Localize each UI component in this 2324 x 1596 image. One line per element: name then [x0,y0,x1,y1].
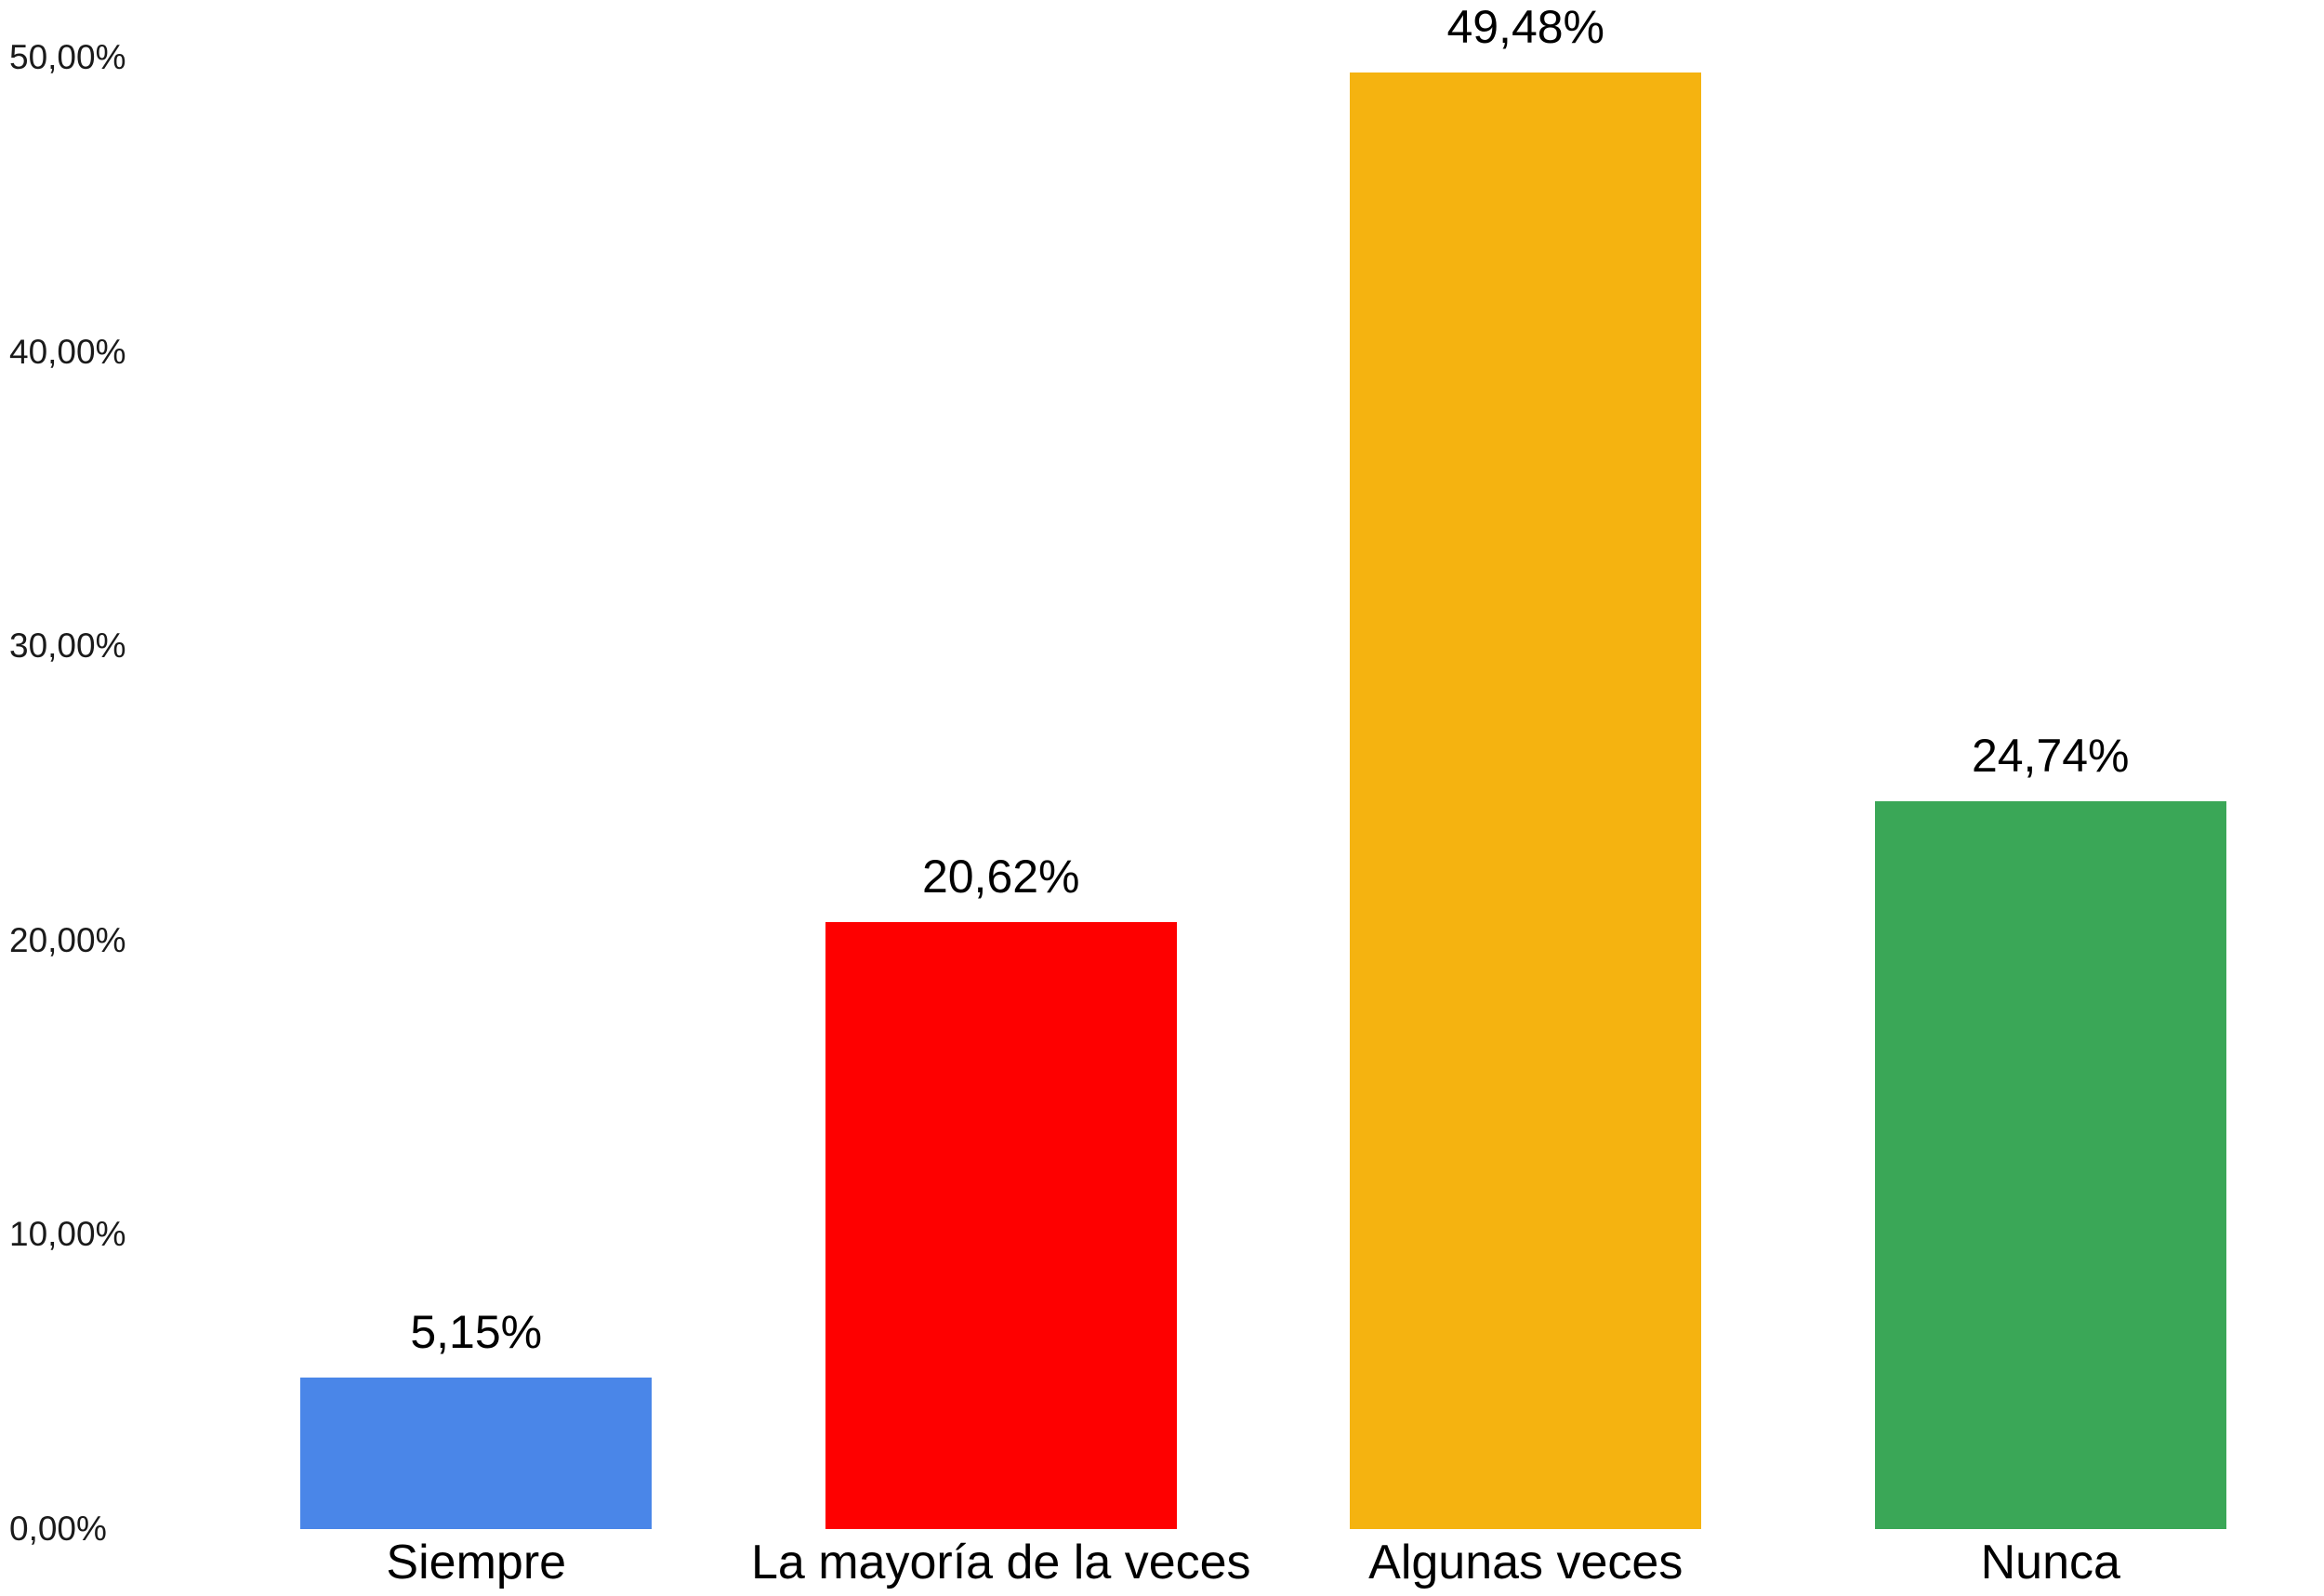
bar-value-label: 24,74% [1971,729,2130,782]
y-axis: 0,00% 10,00% 20,00% 30,00% 40,00% 50,00% [0,38,200,1548]
y-tick-label: 40,00% [9,332,126,371]
plot-area: 5,15% 20,62% 49,48% 24,74% [214,1,2314,1529]
bar-0: 5,15% [300,1306,653,1529]
bar-value-label: 49,48% [1446,1,1605,54]
x-axis: Siempre La mayoría de la veces Algunas vec… [214,1529,2313,1596]
x-category-label: Siempre [386,1536,567,1589]
x-category-label: Algunas veces [1368,1536,1684,1589]
bar-slot: 20,62% [739,58,1264,1529]
bar-1: 20,62% [825,851,1177,1529]
bar-slot: 5,15% [214,58,739,1529]
y-tick-label: 0,00% [9,1510,107,1548]
y-tick-label: 20,00% [9,920,126,959]
y-tick-label: 50,00% [9,38,126,76]
bar-slot: 49,48% [1263,1,1789,1529]
x-category-label: La mayoría de la veces [750,1536,1251,1589]
bar-3: 24,74% [1874,730,2226,1529]
bar-value-label: 20,62% [921,851,1080,904]
bar-2: 49,48% [1350,1,1702,1529]
x-category-label: Nunca [1980,1536,2120,1589]
y-tick-label: 10,00% [9,1215,126,1254]
y-tick-label: 30,00% [9,627,126,666]
bar-slot: 24,74% [1789,58,2314,1529]
bar-value-label: 5,15% [410,1305,543,1358]
